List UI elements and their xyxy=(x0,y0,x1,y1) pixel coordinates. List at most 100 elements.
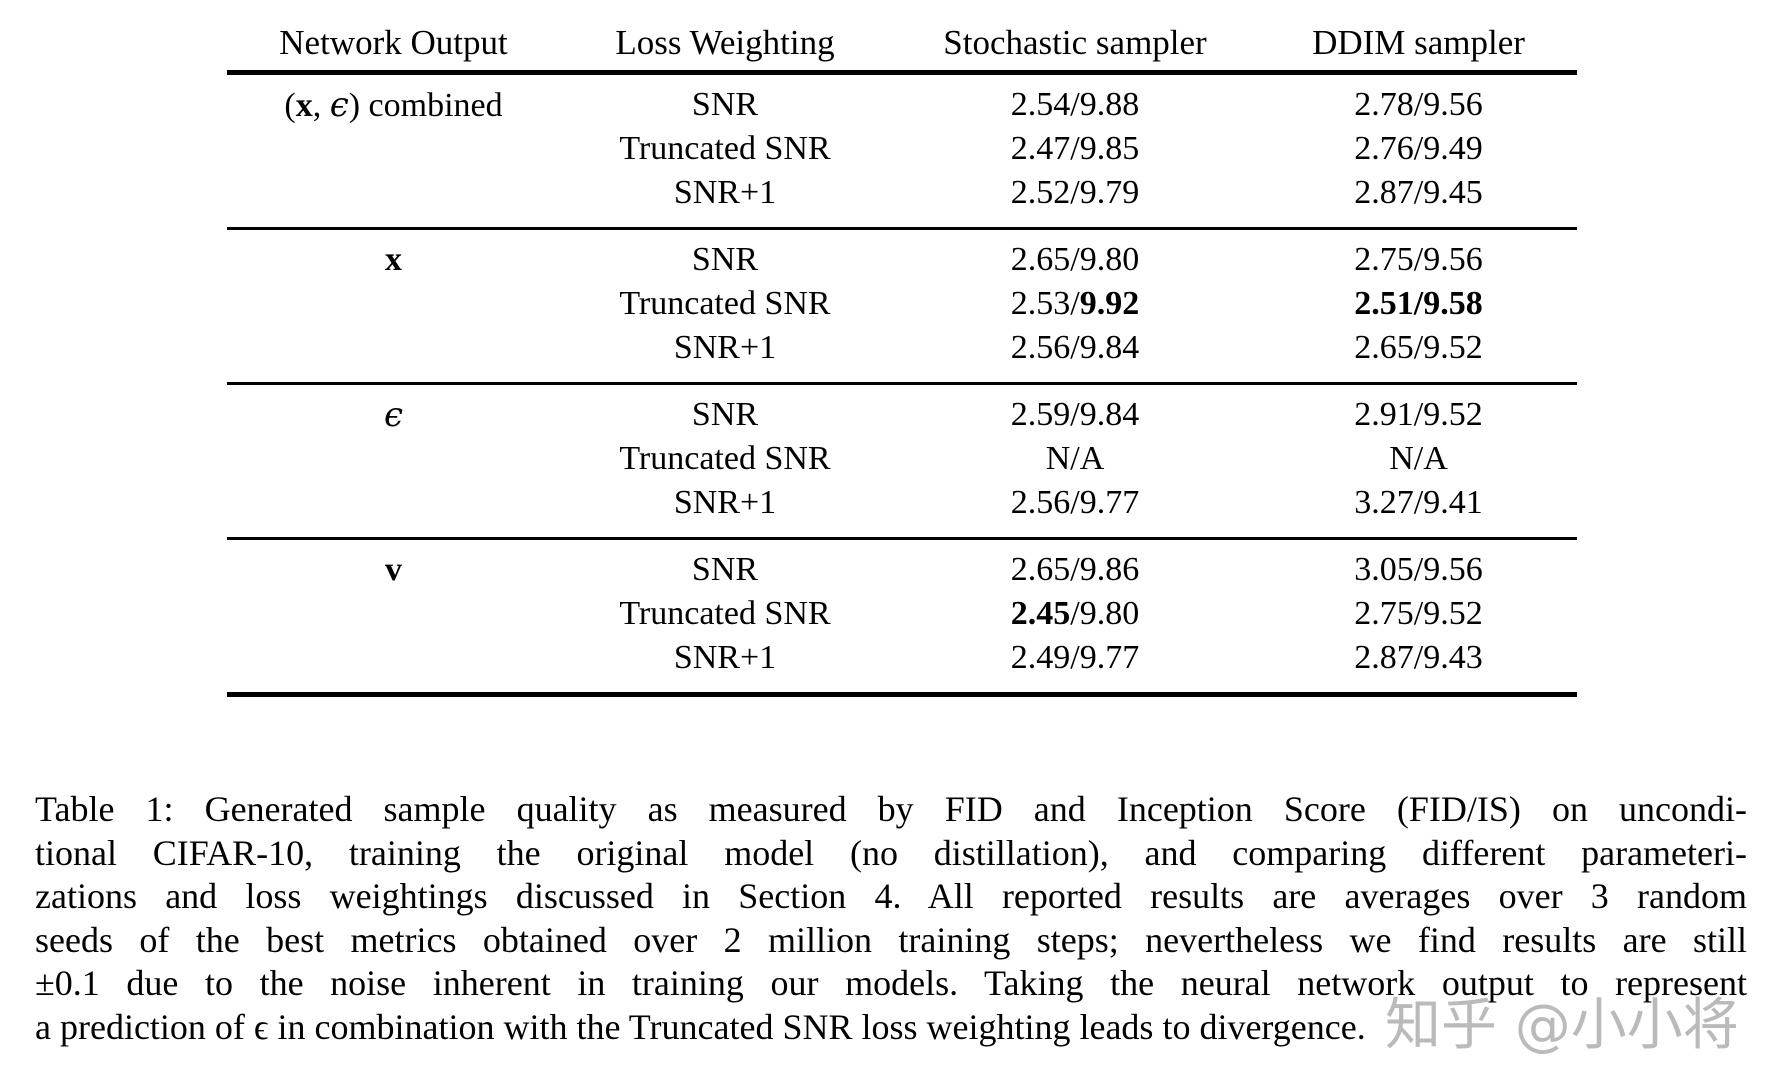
table-row: SNR+1 2.56/9.77 3.27/9.41 xyxy=(227,481,1577,525)
value-segment: 2.49/9.77 xyxy=(1010,639,1140,676)
value-segment: 2.52/9.79 xyxy=(1010,174,1140,211)
network-output-cell: x xyxy=(227,241,560,279)
value-segment: 2.47/9.85 xyxy=(1010,130,1140,167)
value-segment: 2.56/9.77 xyxy=(1010,484,1140,521)
value-segment: N/A xyxy=(1045,440,1105,477)
table-row: Truncated SNR 2.47/9.85 2.76/9.49 xyxy=(227,127,1577,171)
ddim-sampler-cell: 3.05/9.56 xyxy=(1260,551,1577,589)
value-segment: 3.27/9.41 xyxy=(1354,484,1483,521)
value-segment: 2.75/9.56 xyxy=(1354,241,1483,278)
stochastic-sampler-cell: 2.59/9.84 xyxy=(890,396,1260,434)
value-segment: N/A xyxy=(1389,440,1448,477)
value-segment: x xyxy=(295,87,313,124)
value-segment: 2.65/9.80 xyxy=(1010,241,1140,278)
value-segment: ( xyxy=(284,87,296,124)
header-network-output: Network Output xyxy=(279,23,508,62)
ddim-sampler-cell: 3.27/9.41 xyxy=(1260,484,1577,522)
table-row: SNR+1 2.52/9.79 2.87/9.45 xyxy=(227,171,1577,215)
loss-weighting-cell: SNR+1 xyxy=(673,174,777,211)
value-segment: 2.75/9.52 xyxy=(1354,595,1483,632)
loss-weighting-cell: SNR+1 xyxy=(673,639,777,676)
stochastic-sampler-cell: N/A xyxy=(890,440,1260,478)
value-segment: 2.56/9.84 xyxy=(1010,329,1140,366)
loss-weighting-cell: SNR xyxy=(691,86,759,123)
header-stochastic-sampler: Stochastic sampler xyxy=(943,23,1207,62)
header-rule xyxy=(227,70,1577,75)
table-group: ϵ SNR 2.59/9.84 2.91/9.52 Truncated SNR N/A N/… xyxy=(227,385,1577,537)
network-output-cell: v xyxy=(227,551,560,589)
value-segment: ϵ xyxy=(383,395,404,435)
ddim-sampler-cell: 2.65/9.52 xyxy=(1260,329,1577,367)
ddim-sampler-cell: 2.75/9.56 xyxy=(1260,241,1577,279)
value-segment: 2.65/9.86 xyxy=(1010,551,1140,588)
value-segment: 2.76/9.49 xyxy=(1354,130,1483,167)
value-segment: 2.87/9.45 xyxy=(1354,174,1483,211)
table-row: v SNR 2.65/9.86 3.05/9.56 xyxy=(227,548,1577,592)
results-table: Network Output Loss Weighting Stochastic… xyxy=(227,6,1577,697)
loss-weighting-cell: SNR xyxy=(691,551,759,588)
value-segment: 2.65/9.52 xyxy=(1354,329,1483,366)
stochastic-sampler-cell: 2.47/9.85 xyxy=(890,130,1260,168)
caption-line: ±0.1 due to the noise inherent in traini… xyxy=(35,963,1747,1003)
loss-weighting-cell: SNR+1 xyxy=(673,329,777,366)
value-segment: 2.51/9.58 xyxy=(1354,285,1483,322)
header-loss-weighting: Loss Weighting xyxy=(615,23,835,62)
table-row: (x, ϵ) combined SNR 2.54/9.88 2.78/9.56 xyxy=(227,83,1577,127)
stochastic-sampler-cell: 2.52/9.79 xyxy=(890,174,1260,212)
stochastic-sampler-cell: 2.45/9.80 xyxy=(890,595,1260,633)
stochastic-sampler-cell: 2.56/9.84 xyxy=(890,329,1260,367)
stochastic-sampler-cell: 2.54/9.88 xyxy=(890,86,1260,124)
caption-line: tional CIFAR-10, training the original m… xyxy=(35,832,1747,873)
loss-weighting-cell: SNR+1 xyxy=(673,484,777,521)
group-divider xyxy=(227,382,1577,385)
value-segment: 3.05/9.56 xyxy=(1354,551,1483,588)
caption: Table 1: Generated sample quality as mea… xyxy=(35,788,1747,1049)
stochastic-sampler-cell: 2.53/9.92 xyxy=(890,285,1260,323)
ddim-sampler-cell: 2.76/9.49 xyxy=(1260,130,1577,168)
loss-weighting-cell: Truncated SNR xyxy=(619,440,831,477)
ddim-sampler-cell: N/A xyxy=(1260,440,1577,478)
loss-weighting-cell: Truncated SNR xyxy=(619,595,831,632)
header-ddim-sampler: DDIM sampler xyxy=(1312,23,1525,62)
table-row: ϵ SNR 2.59/9.84 2.91/9.52 xyxy=(227,393,1577,437)
value-segment: 9.92 xyxy=(1079,285,1140,322)
caption-line: seeds of the best metrics obtained over … xyxy=(35,919,1747,960)
value-segment: 2.53/ xyxy=(1010,285,1080,322)
group-divider xyxy=(227,537,1577,540)
loss-weighting-cell: Truncated SNR xyxy=(619,130,831,167)
table-row: Truncated SNR 2.53/9.92 2.51/9.58 xyxy=(227,282,1577,326)
stochastic-sampler-cell: 2.65/9.86 xyxy=(890,551,1260,589)
table-row: Truncated SNR 2.45/9.80 2.75/9.52 xyxy=(227,592,1577,636)
value-segment: 2.87/9.43 xyxy=(1354,639,1483,676)
ddim-sampler-cell: 2.78/9.56 xyxy=(1260,86,1577,124)
ddim-sampler-cell: 2.51/9.58 xyxy=(1260,285,1577,323)
table-row: SNR+1 2.56/9.84 2.65/9.52 xyxy=(227,326,1577,370)
ddim-sampler-cell: 2.75/9.52 xyxy=(1260,595,1577,633)
caption-line: Table 1: Generated sample quality as mea… xyxy=(35,789,1747,829)
table-header-row: Network Output Loss Weighting Stochastic… xyxy=(227,6,1577,70)
stochastic-sampler-cell: 2.56/9.77 xyxy=(890,484,1260,522)
group-divider xyxy=(227,227,1577,230)
loss-weighting-cell: SNR xyxy=(691,241,759,278)
table-row: SNR+1 2.49/9.77 2.87/9.43 xyxy=(227,636,1577,680)
ddim-sampler-cell: 2.91/9.52 xyxy=(1260,396,1577,434)
value-segment: , xyxy=(312,87,330,124)
network-output-cell: ϵ xyxy=(227,395,560,435)
value-segment: x xyxy=(385,241,402,278)
ddim-sampler-cell: 2.87/9.45 xyxy=(1260,174,1577,212)
table-row: Truncated SNR N/A N/A xyxy=(227,437,1577,481)
table-group: x SNR 2.65/9.80 2.75/9.56 Truncated SNR 2.53/… xyxy=(227,230,1577,382)
table-body: (x, ϵ) combined SNR 2.54/9.88 2.78/9.56 Trun… xyxy=(227,75,1577,692)
table-group: (x, ϵ) combined SNR 2.54/9.88 2.78/9.56 Trun… xyxy=(227,75,1577,227)
stochastic-sampler-cell: 2.65/9.80 xyxy=(890,241,1260,279)
table-row: x SNR 2.65/9.80 2.75/9.56 xyxy=(227,238,1577,282)
caption-line: a prediction of ϵ in combination with th… xyxy=(35,1006,1366,1047)
caption-line: zations and loss weightings discussed in… xyxy=(35,876,1747,916)
loss-weighting-cell: SNR xyxy=(691,396,759,433)
value-segment: 2.54/9.88 xyxy=(1010,86,1140,123)
stochastic-sampler-cell: 2.49/9.77 xyxy=(890,639,1260,677)
table-group: v SNR 2.65/9.86 3.05/9.56 Truncated SNR 2.45/… xyxy=(227,540,1577,692)
value-segment: ϵ xyxy=(329,85,349,125)
network-output-cell: (x, ϵ) combined xyxy=(227,85,560,125)
bottom-rule xyxy=(227,692,1577,697)
